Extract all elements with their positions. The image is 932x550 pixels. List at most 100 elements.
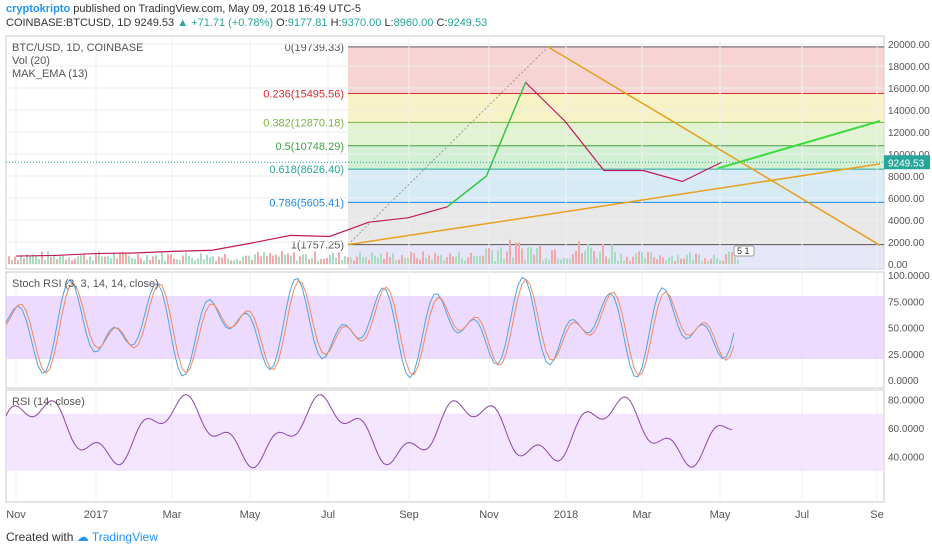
volume-bar [722, 260, 724, 264]
volume-bar [215, 260, 217, 264]
volume-bar [170, 254, 172, 264]
created-with-text: Created with [6, 530, 74, 544]
volume-bar [113, 253, 115, 264]
volume-bar [701, 260, 703, 264]
volume-bar [176, 259, 178, 264]
volume-bar [434, 252, 436, 264]
volume-bar [59, 256, 61, 264]
stoch-d-line [5, 278, 735, 377]
footer: Created with ☁ TradingView [6, 530, 158, 544]
volume-bar [41, 251, 43, 264]
volume-bar [491, 250, 493, 264]
volume-bar [302, 254, 304, 264]
x-tick-label: Se [870, 509, 883, 521]
volume-bar [359, 251, 361, 264]
y-tick-label: 18000.00 [888, 62, 930, 73]
x-tick-label: Mar [163, 509, 182, 521]
volume-bar [506, 251, 508, 264]
volume-bar [626, 256, 628, 264]
volume-bar [347, 256, 349, 264]
volume-bar [8, 256, 10, 264]
volume-bar [497, 250, 499, 264]
volume-bar [536, 247, 538, 264]
volume-bar [683, 258, 685, 264]
volume-bar [695, 253, 697, 264]
volume-bar [242, 256, 244, 264]
x-tick-label: Sep [399, 509, 419, 521]
stoch-y-tick-label: 25.0000 [888, 350, 925, 361]
volume-bar [632, 256, 634, 264]
volume-bar [314, 251, 316, 264]
volume-bar [488, 248, 490, 264]
volume-bar [218, 256, 220, 264]
volume-bar [575, 250, 577, 264]
volume-bar [182, 255, 184, 264]
volume-bar [707, 260, 709, 264]
volume-bar [290, 255, 292, 264]
volume-bar [428, 255, 430, 264]
volume-bar [26, 254, 28, 264]
volume-bar [512, 257, 514, 264]
stoch-band [6, 296, 884, 359]
volume-bar [128, 255, 130, 264]
author-link[interactable]: cryptokripto [6, 3, 71, 15]
volume-bar [200, 253, 202, 264]
volume-bar [521, 248, 523, 264]
volume-bar [116, 258, 118, 264]
tradingview-brand[interactable]: TradingView [91, 530, 158, 544]
volume-bar [245, 255, 247, 264]
volume-bar [122, 251, 124, 264]
ema-line [446, 82, 527, 208]
y-tick-label: 4000.00 [888, 216, 925, 227]
volume-bar [194, 260, 196, 264]
volume-bar [635, 253, 637, 264]
volume-bar [644, 257, 646, 264]
rsi-y-tick-label: 80.0000 [888, 395, 925, 406]
volume-bar [611, 244, 613, 264]
volume-bar [212, 256, 214, 264]
volume-bar [542, 260, 544, 264]
volume-bar [650, 252, 652, 264]
x-tick-label: 2017 [84, 509, 108, 521]
price-line [15, 81, 722, 257]
volume-bar [731, 252, 733, 264]
volume-bar [92, 260, 94, 264]
volume-bar [647, 251, 649, 264]
tradingview-logo-icon: ☁ [76, 530, 89, 544]
volume-bar [698, 254, 700, 264]
volume-bar [368, 259, 370, 264]
volume-bar [203, 259, 205, 264]
stoch-y-tick-label: 0.0000 [888, 376, 919, 387]
volume-bar [422, 251, 424, 264]
fib-level-label: 0.236(15495.56) [263, 89, 344, 101]
volume-bar [341, 260, 343, 264]
volume-bar [389, 257, 391, 264]
volume-bar [386, 252, 388, 264]
fib-band [348, 202, 884, 245]
volume-bar [680, 258, 682, 264]
volume-bar [20, 255, 22, 264]
volume-bar [503, 259, 505, 264]
volume-bar [593, 250, 595, 264]
volume-bar [257, 251, 259, 264]
y-tick-label: 2000.00 [888, 238, 925, 249]
volume-bar [398, 259, 400, 264]
stoch-y-tick-label: 100.0000 [888, 271, 930, 282]
volume-bar [563, 257, 565, 264]
volume-bar [425, 257, 427, 264]
volume-bar [686, 254, 688, 264]
volume-bar [179, 260, 181, 264]
volume-bar [71, 260, 73, 264]
high-label: H: [330, 17, 342, 29]
volume-bar [719, 260, 721, 264]
volume-bar [572, 254, 574, 264]
volume-bar [524, 260, 526, 264]
chart-canvas[interactable]: 0(19739.33) 0.236(15495.56) 0.382(12870.18… [0, 0, 932, 528]
volume-bar [101, 256, 103, 264]
stoch-y-tick-label: 50.0000 [888, 324, 925, 335]
volume-bar [221, 257, 223, 264]
volume-bar [482, 255, 484, 264]
volume-bar [443, 260, 445, 264]
x-tick-label: Nov [479, 509, 499, 521]
volume-bar [467, 257, 469, 264]
